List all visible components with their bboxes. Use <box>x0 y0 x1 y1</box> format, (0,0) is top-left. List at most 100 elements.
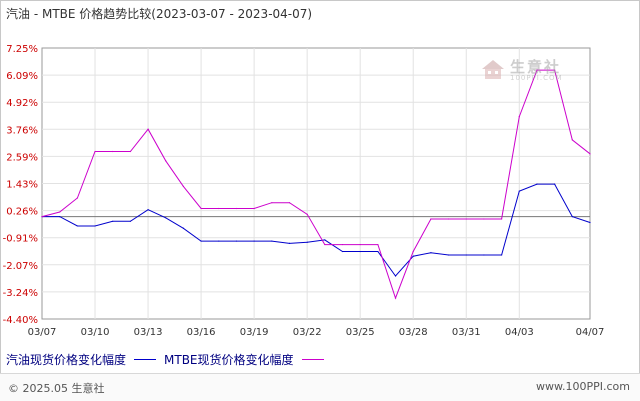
series-1-point <box>218 207 220 210</box>
y-tick-label: 7.25% <box>6 44 38 55</box>
y-tick-label: -3.24% <box>3 288 38 299</box>
series-0-point <box>235 240 238 242</box>
series-line-0 <box>42 183 591 277</box>
series-1-point <box>465 218 467 220</box>
series-1-point <box>412 250 414 253</box>
series-0-point <box>182 227 185 229</box>
series-1-point <box>147 128 149 130</box>
watermark-house-icon <box>482 60 504 79</box>
x-tick-label: 04/07 <box>576 327 605 338</box>
series-1-point <box>41 216 43 218</box>
series-0-point <box>306 241 308 243</box>
series-0-point <box>200 240 202 242</box>
series-0-point <box>554 183 556 185</box>
copyright-text: © 2025.05 生意社 <box>8 382 105 395</box>
series-0-point <box>501 254 503 256</box>
series-1-point <box>501 218 503 220</box>
series-1-point <box>235 207 238 210</box>
series-1-point <box>324 243 326 246</box>
x-tick-label: 03/25 <box>346 327 375 338</box>
series-0-point <box>165 217 167 219</box>
series-0-point <box>288 242 291 244</box>
site-link[interactable]: www.100PPI.com <box>536 380 630 393</box>
y-tick-label: 6.09% <box>6 71 38 82</box>
series-0-point <box>394 275 397 277</box>
series-1-point <box>571 139 573 141</box>
chart-title: 汽油 - MTBE 价格趋势比较(2023-03-07 - 2023-04-07… <box>6 7 313 21</box>
series-1-point <box>253 207 255 210</box>
x-tick-label: 03/07 <box>28 327 57 338</box>
series-1-point <box>377 243 379 246</box>
series-0-point <box>447 254 450 256</box>
series-0-point <box>218 240 220 242</box>
series-0-point <box>147 209 149 211</box>
x-tick-label: 03/19 <box>240 327 269 338</box>
watermark-logo: 生意社 100PPI.COM <box>480 56 580 86</box>
series-1-point <box>430 218 432 220</box>
y-tick-label: 2.59% <box>6 152 38 163</box>
series-1-point <box>359 243 361 246</box>
series-1-point <box>554 69 556 71</box>
y-tick-label: 3.76% <box>6 125 38 136</box>
series-0-point <box>94 225 96 227</box>
series-1-point <box>165 160 167 162</box>
series-1-point <box>76 197 78 199</box>
series-1-point <box>306 213 308 215</box>
y-tick-label: -2.07% <box>3 261 38 272</box>
series-0-point <box>412 255 414 257</box>
legend-label-gasoline: 汽油现货价格变化幅度 <box>6 353 127 367</box>
x-tick-label: 03/10 <box>81 327 110 338</box>
legend-label-mtbe: MTBE现货价格变化幅度 <box>164 353 294 367</box>
series-0-point <box>271 240 273 242</box>
series-0-point <box>359 250 361 253</box>
legend-item-gasoline: 汽油现货价格变化幅度 <box>6 351 157 368</box>
y-tick-label: 0.26% <box>6 207 38 218</box>
legend: 汽油现货价格变化幅度 MTBE现货价格变化幅度 <box>6 351 332 368</box>
series-0-point <box>571 216 573 218</box>
series-1-point <box>182 185 185 188</box>
series-0-point <box>324 239 326 241</box>
series-0-point <box>536 183 538 185</box>
x-tick-label: 03/31 <box>452 327 481 338</box>
watermark-text: 生意社 <box>510 58 562 76</box>
x-tick-label: 03/13 <box>134 327 163 338</box>
watermark-url: 100PPI.COM <box>510 74 563 82</box>
series-0-point <box>465 254 467 256</box>
footer: © 2025.05 生意社 www.100PPI.com <box>0 373 640 401</box>
series-1-point <box>129 150 131 153</box>
series-line-1 <box>41 69 591 300</box>
series-1-point <box>341 243 344 246</box>
series-0-point <box>589 221 591 224</box>
series-1-point <box>94 150 96 153</box>
series-1-point <box>288 202 291 204</box>
y-tick-label: -4.40% <box>3 315 38 326</box>
legend-swatch-gasoline <box>134 359 157 360</box>
y-tick-label: 4.92% <box>6 98 38 109</box>
series-1-point <box>200 207 202 210</box>
x-tick-label: 03/22 <box>293 327 322 338</box>
series-1-point <box>518 116 520 118</box>
series-0-point <box>341 250 344 253</box>
series-0-point <box>483 254 485 256</box>
y-tick-label: 1.43% <box>6 180 38 191</box>
series-1-point <box>536 69 538 71</box>
legend-swatch-mtbe <box>301 359 324 360</box>
series-1-point <box>394 297 397 299</box>
x-tick-label: 03/16 <box>187 327 216 338</box>
series-1-point <box>271 202 273 204</box>
y-tick-label: -0.91% <box>3 234 38 245</box>
series-0-point <box>59 216 61 218</box>
legend-item-mtbe: MTBE现货价格变化幅度 <box>164 351 324 368</box>
series-1-point <box>589 153 591 155</box>
series-0-point <box>76 225 78 227</box>
series-1-point <box>112 150 114 153</box>
series-1-point <box>447 218 450 220</box>
series-0-point <box>377 250 379 253</box>
series-0-point <box>129 220 131 222</box>
series-0-point <box>518 190 520 192</box>
series-0-point <box>430 252 432 254</box>
series-0-point <box>112 220 114 222</box>
series-1-point <box>483 218 485 220</box>
series-1-point <box>59 211 61 213</box>
